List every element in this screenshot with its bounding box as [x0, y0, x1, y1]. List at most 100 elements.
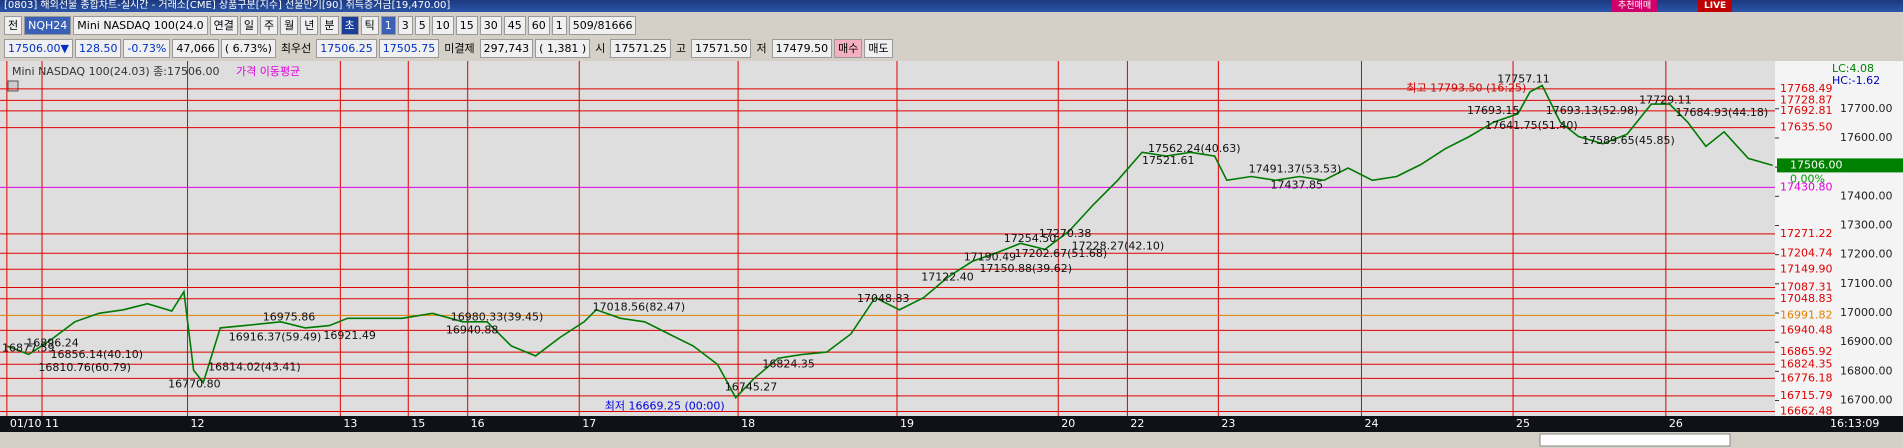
toolbar-item[interactable]: 1	[551, 15, 567, 35]
toolbar-item[interactable]: ( 6.73%)	[220, 38, 276, 58]
annotation: 최저 16669.25 (00:00)	[605, 399, 725, 412]
y-tick-label: 16800.00	[1840, 364, 1893, 377]
annotation: 17491.37(53.53)	[1249, 163, 1342, 176]
lc: LC:4.08	[1832, 62, 1874, 75]
quote-row: 17506.00▼ 128.50 -0.73% 47,066( 6.73%) 최우선 17…	[0, 38, 1903, 58]
annotation: 17270.38	[1039, 227, 1092, 240]
toolbar-item[interactable]: 시	[595, 41, 606, 55]
toolbar-item[interactable]: 주	[260, 15, 279, 35]
level-label: 17048.83	[1780, 292, 1833, 305]
annotation: 17048.83	[857, 292, 910, 305]
annotation: 17202.67(51.68)	[1015, 247, 1108, 260]
level-label: 16824.35	[1780, 357, 1833, 370]
toolbar-item[interactable]: 월	[280, 15, 299, 35]
toolbar-item[interactable]: 초	[340, 15, 359, 35]
annotation: 17437.85	[1271, 178, 1324, 191]
toolbar-item[interactable]: 3	[397, 15, 413, 35]
toolbar-item[interactable]: 매수	[834, 38, 863, 58]
toolbar-item[interactable]: 17506.00▼	[4, 38, 73, 58]
annotation: 16975.86	[263, 310, 316, 323]
toolbar-item[interactable]: 1	[380, 15, 396, 35]
badge[interactable]: LIVE	[1698, 0, 1733, 12]
y-tick-label: 17000.00	[1840, 306, 1893, 319]
toolbar-item[interactable]: 10	[431, 15, 454, 35]
time: 16:13:09	[1830, 417, 1879, 430]
toolbar-item[interactable]: 17571.50	[690, 38, 752, 58]
toolbar-item[interactable]: 47,066	[172, 38, 219, 58]
x-tick-label: 16	[471, 417, 485, 430]
toolbar-item[interactable]: NQH24	[24, 15, 72, 35]
toolbar-item[interactable]: 60	[527, 15, 550, 35]
toolbar-item[interactable]: 509/81666	[568, 15, 637, 35]
toolbar-item[interactable]: 17506.25	[316, 38, 377, 58]
hc: HC:-1.62	[1832, 74, 1880, 87]
last-change: 0.00%	[1790, 172, 1825, 185]
toolbar-item[interactable]: 전	[4, 15, 23, 35]
annotation: 16916.37(59.49)	[229, 330, 322, 343]
annotation: 17757.11	[1497, 73, 1550, 86]
x-tick-label: 23	[1221, 417, 1235, 430]
annotation: 16896.24	[26, 336, 79, 349]
chart: Mini NASDAQ 100(24.03) 종:17506.00 가격 이동평…	[0, 61, 1903, 448]
toolbar-item[interactable]: 17505.75	[378, 38, 440, 58]
annotation: 16921.49	[323, 329, 376, 342]
toolbar-item[interactable]: 45	[503, 15, 526, 35]
x-tick-label: 26	[1669, 417, 1683, 430]
toolbar-item[interactable]: 17571.25	[610, 38, 671, 58]
level-label: 17149.90	[1780, 262, 1833, 275]
annotation: 17562.24(40.63)	[1148, 142, 1241, 155]
toolbar-item[interactable]: 고	[675, 41, 686, 55]
toolbar-item[interactable]: 일	[239, 15, 259, 35]
annotation: 17589.65(45.85)	[1582, 134, 1675, 147]
toolbar-item[interactable]: 128.50	[74, 38, 122, 58]
y-tick-label: 17600.00	[1840, 131, 1893, 144]
annotation: 17228.27(42.10)	[1072, 239, 1165, 252]
toolbar-item[interactable]: 15	[455, 15, 478, 35]
plot-bg	[0, 61, 1775, 416]
toolbar-item[interactable]: -0.73%	[123, 38, 171, 58]
annotation: 17254.50	[1004, 232, 1057, 245]
price-line	[6, 84, 1773, 399]
toolbar-item[interactable]: 297,743	[479, 38, 534, 58]
annotation: 16814.02(43.41)	[208, 360, 301, 373]
annotation: 17729.11	[1639, 93, 1692, 106]
scroll-controls[interactable]	[1539, 433, 1731, 447]
toolbar-item[interactable]: 년	[300, 15, 319, 35]
y-tick-label: 17100.00	[1840, 277, 1893, 290]
y-tick-label: 17300.00	[1840, 218, 1893, 231]
annotation: 16824.35	[762, 357, 815, 370]
icon[interactable]	[7, 80, 19, 92]
toolbar-item[interactable]: 5	[414, 15, 430, 35]
toolbar-item[interactable]: 최우선	[280, 41, 312, 55]
scroll-bar[interactable]	[0, 432, 1903, 448]
level-label: 16776.18	[1780, 371, 1833, 384]
toolbar-item[interactable]: 틱	[360, 15, 379, 35]
toolbar-item[interactable]: 연결	[209, 15, 238, 35]
x-tick-label: 13	[343, 417, 357, 430]
annotation: 17122.40	[921, 270, 974, 283]
toolbar-item[interactable]: 분	[320, 15, 339, 35]
axis-bg	[1775, 61, 1903, 416]
toolbar-item[interactable]: 미결제	[444, 41, 475, 55]
annotation: 16877.59	[2, 342, 55, 355]
toolbar-item[interactable]: ( 1,381 )	[535, 38, 591, 58]
toolbar-item[interactable]: 저	[756, 41, 767, 55]
toolbar-item[interactable]: 17479.50	[771, 38, 833, 58]
annotation: 16940.88	[446, 323, 499, 336]
x-tick-label: 22	[1130, 417, 1144, 430]
title-bar: [0803] 해외선물 종합차트-실시간 - 거래소[CME] 상품구분[지수]…	[0, 0, 1903, 12]
x-tick-label: 11	[45, 417, 59, 430]
toolbar-item[interactable]: Mini NASDAQ 100(24.0	[73, 15, 208, 35]
badge[interactable]: 추천매매	[1612, 0, 1658, 12]
last-price: 17506.00	[1790, 158, 1843, 171]
legend-series: Mini NASDAQ 100(24.03) 종:17506.00	[12, 65, 219, 78]
annotation: 16745.27	[725, 380, 778, 393]
toolbar-item[interactable]: 매도	[864, 38, 893, 58]
level-label: 16715.79	[1780, 389, 1833, 402]
toolbar-item[interactable]: 30	[479, 15, 502, 35]
annotation: 17190.49	[964, 250, 1017, 263]
level-label: 16991.82	[1780, 308, 1833, 321]
level-label: 16865.92	[1780, 345, 1833, 358]
x-tick-label: 24	[1364, 417, 1378, 430]
